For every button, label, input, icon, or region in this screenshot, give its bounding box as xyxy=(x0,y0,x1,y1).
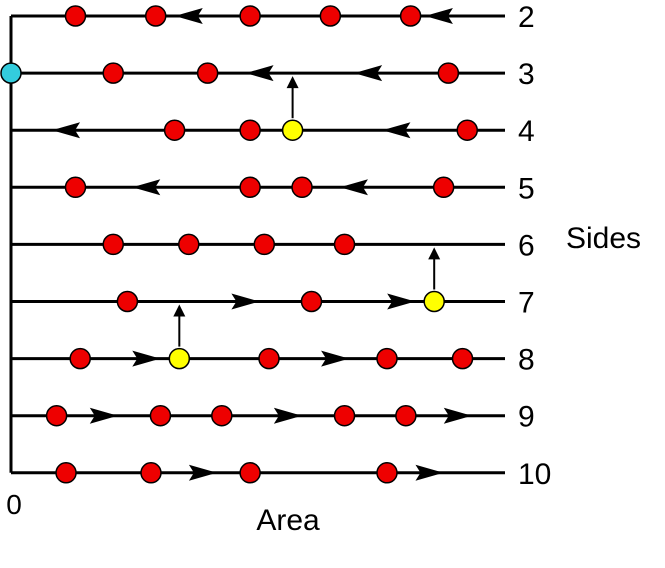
y-axis-label: Sides xyxy=(566,222,641,255)
flow-arrow-3-0 xyxy=(245,65,274,82)
sides-label-10: 10 xyxy=(518,458,551,491)
red-dot-10-2 xyxy=(239,462,261,484)
yellow-dot-4-2 xyxy=(281,119,304,141)
red-dot-5-1 xyxy=(239,176,261,199)
transition-arrowhead-1 xyxy=(428,247,441,260)
flow-arrow-4-0 xyxy=(52,122,81,139)
red-dot-8-0 xyxy=(69,347,91,370)
flow-arrow-10-1 xyxy=(415,464,444,481)
flow-arrow-4-1 xyxy=(382,122,411,139)
sides-label-3: 3 xyxy=(518,58,535,91)
flow-arrow-2-0 xyxy=(174,8,203,24)
red-dot-8-3 xyxy=(376,347,398,370)
sides-label-4: 4 xyxy=(518,115,535,148)
red-dot-9-2 xyxy=(211,404,233,427)
yellow-dot-7-2 xyxy=(423,290,445,313)
flow-arrow-2-1 xyxy=(424,8,453,24)
red-dot-6-1 xyxy=(178,233,200,256)
flow-arrow-7-0 xyxy=(231,293,260,310)
red-dot-10-1 xyxy=(140,462,162,484)
flow-arrow-9-0 xyxy=(89,407,118,424)
red-dot-5-3 xyxy=(432,176,455,199)
red-dot-4-1 xyxy=(239,119,261,141)
flow-arrow-8-0 xyxy=(132,350,161,367)
red-dot-4-3 xyxy=(456,119,478,141)
red-dot-3-0 xyxy=(102,62,124,84)
red-dot-5-0 xyxy=(64,176,87,199)
red-dot-6-3 xyxy=(333,233,356,256)
sides-label-9: 9 xyxy=(518,401,535,434)
sides-label-6: 6 xyxy=(518,229,535,262)
flow-arrow-8-1 xyxy=(321,350,350,367)
red-dot-7-1 xyxy=(300,290,323,313)
red-dot-9-3 xyxy=(333,404,356,427)
red-dot-3-1 xyxy=(196,62,219,84)
flow-arrow-7-1 xyxy=(387,293,416,310)
transition-arrowhead-0 xyxy=(286,76,299,89)
red-dot-8-2 xyxy=(258,347,280,370)
red-dot-9-1 xyxy=(149,404,172,427)
sides-label-5: 5 xyxy=(518,172,535,205)
level-lines: 2 3 4 5 6 7 8 9 10 xyxy=(9,1,551,491)
flow-arrow-5-1 xyxy=(339,179,368,196)
sides-label-2: 2 xyxy=(518,1,535,34)
cyan-dot xyxy=(0,62,22,84)
red-dot-10-0 xyxy=(55,462,77,484)
origin-label: 0 xyxy=(6,489,22,520)
red-dot-2-2 xyxy=(239,5,261,27)
red-dot-2-1 xyxy=(144,5,167,27)
red-dot-9-0 xyxy=(45,404,68,427)
red-dot-2-4 xyxy=(399,5,422,27)
sides-label-8: 8 xyxy=(518,344,535,377)
red-dot-2-0 xyxy=(64,5,87,27)
flow-arrow-9-1 xyxy=(273,407,302,424)
red-dot-7-0 xyxy=(116,290,139,313)
red-dot-5-2 xyxy=(291,176,313,199)
dots xyxy=(0,5,478,484)
sides-label-7: 7 xyxy=(518,287,535,320)
red-dot-10-3 xyxy=(376,462,398,484)
flow-arrow-9-2 xyxy=(443,407,472,424)
transition-arrowhead-2 xyxy=(173,304,186,317)
flow-arrow-5-0 xyxy=(132,179,161,196)
yellow-dot-8-1 xyxy=(168,347,191,370)
red-dot-4-0 xyxy=(163,119,186,141)
flow-arrow-3-1 xyxy=(354,65,383,82)
x-axis-label: Area xyxy=(256,504,320,537)
red-dot-3-2 xyxy=(437,62,460,84)
red-dot-9-4 xyxy=(395,404,417,427)
transition-arrows xyxy=(173,76,441,347)
red-dot-6-0 xyxy=(102,233,124,256)
red-dot-6-2 xyxy=(253,233,276,256)
red-dot-8-4 xyxy=(451,347,474,370)
flow-arrow-10-0 xyxy=(188,464,217,481)
red-dot-2-3 xyxy=(319,5,342,27)
